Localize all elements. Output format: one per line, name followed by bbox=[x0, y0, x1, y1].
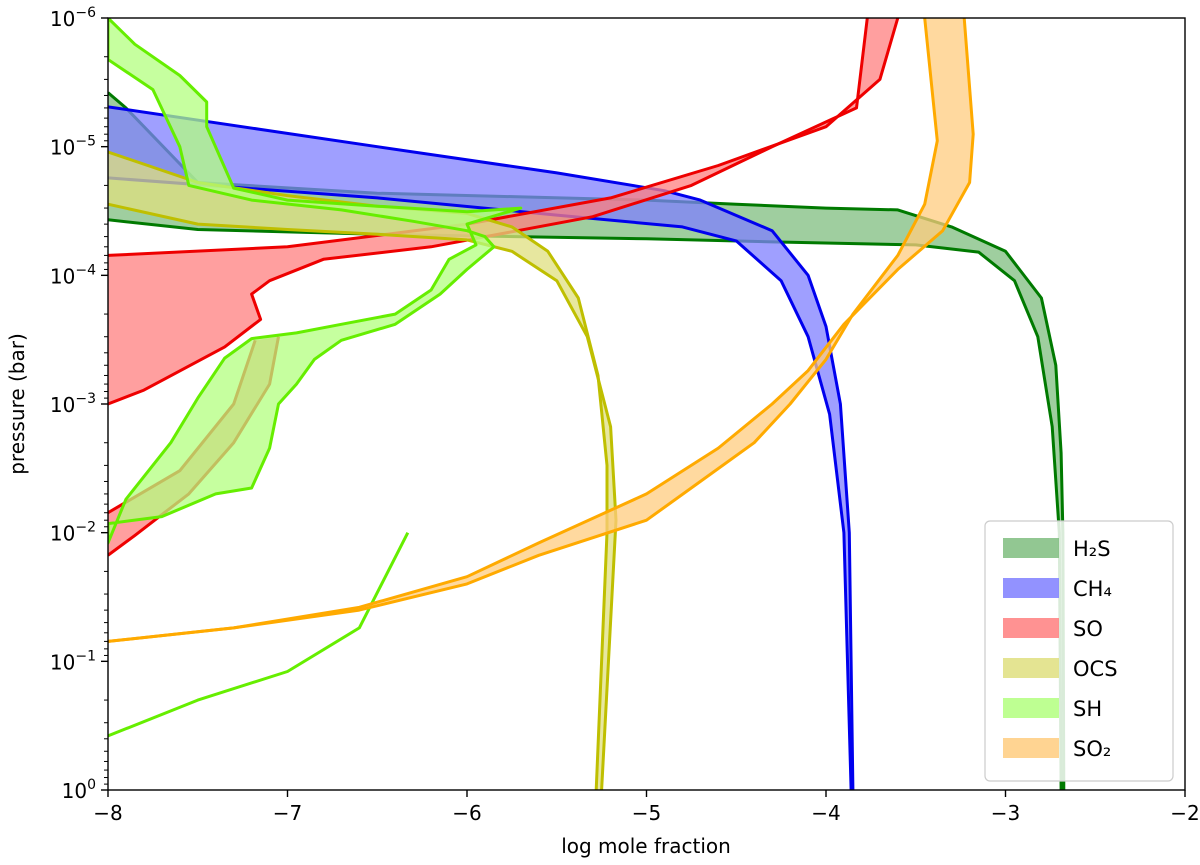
series-3-edge-a bbox=[108, 150, 609, 790]
plot-frame bbox=[107, 17, 1186, 791]
x-tick-label-3: −5 bbox=[632, 801, 661, 825]
x-tick-label-0: −8 bbox=[93, 801, 122, 825]
series-4-outline bbox=[108, 18, 523, 545]
y-tick-label-2: 10−4 bbox=[50, 262, 96, 288]
series-4-band bbox=[108, 18, 521, 543]
series-5-edge-a bbox=[108, 18, 939, 643]
x-tick-label-6: −2 bbox=[1170, 801, 1199, 825]
legend-swatch-3 bbox=[1003, 658, 1059, 678]
series-1 bbox=[108, 105, 855, 790]
legend-swatch-1 bbox=[1003, 578, 1059, 598]
y-tick-label-1: 10−5 bbox=[50, 134, 96, 160]
axes-layer: −8 −7 −6 −5 −4 −3 −2 10−6 10−5 10−4 10−3 10−2 10−1 10… bbox=[50, 5, 1200, 825]
legend-swatch-5 bbox=[1003, 738, 1059, 758]
x-tick-label-4: −4 bbox=[811, 801, 840, 825]
y-axis-title: pressure (bar) bbox=[5, 333, 29, 475]
series-4-tail bbox=[108, 532, 410, 738]
series-3 bbox=[108, 150, 618, 790]
y-tick-label-5: 10−1 bbox=[50, 648, 96, 674]
series-1-edge-a bbox=[108, 105, 855, 790]
series-4 bbox=[108, 18, 523, 738]
legend-swatch-2 bbox=[1003, 618, 1059, 638]
legend-swatch-4 bbox=[1003, 698, 1059, 718]
series-3-edge-b bbox=[108, 202, 618, 790]
series-1-edge-b bbox=[108, 176, 853, 790]
legend-label-1: CH₄ bbox=[1073, 577, 1112, 601]
y-tick-label-6: 100 bbox=[62, 777, 96, 803]
y-tick-label-4: 10−2 bbox=[50, 520, 96, 546]
legend-label-5: SO₂ bbox=[1073, 737, 1111, 761]
legend-label-3: OCS bbox=[1073, 657, 1118, 681]
series-1-band bbox=[108, 106, 853, 790]
x-axis-title: log mole fraction bbox=[561, 834, 731, 858]
x-tick-label-5: −3 bbox=[991, 801, 1020, 825]
series-2-edge-b bbox=[108, 18, 869, 406]
x-tick-label-1: −7 bbox=[273, 801, 302, 825]
series-2-edge-a bbox=[108, 18, 900, 257]
series-0-band bbox=[108, 92, 1064, 790]
legend-label-2: SO bbox=[1073, 617, 1103, 641]
series-layer bbox=[108, 18, 1066, 790]
legend-label-4: SH bbox=[1073, 697, 1102, 721]
y-tick-label-3: 10−3 bbox=[50, 391, 96, 417]
legend-label-0: H₂S bbox=[1073, 537, 1111, 561]
legend: H₂S CH₄ SO OCS SH SO₂ bbox=[984, 520, 1174, 782]
legend-swatch-0 bbox=[1003, 538, 1059, 558]
y-tick-label-0: 10−6 bbox=[50, 5, 96, 31]
series-5 bbox=[108, 18, 975, 643]
x-tick-label-2: −6 bbox=[452, 801, 481, 825]
series-5-edge-b bbox=[108, 18, 975, 643]
